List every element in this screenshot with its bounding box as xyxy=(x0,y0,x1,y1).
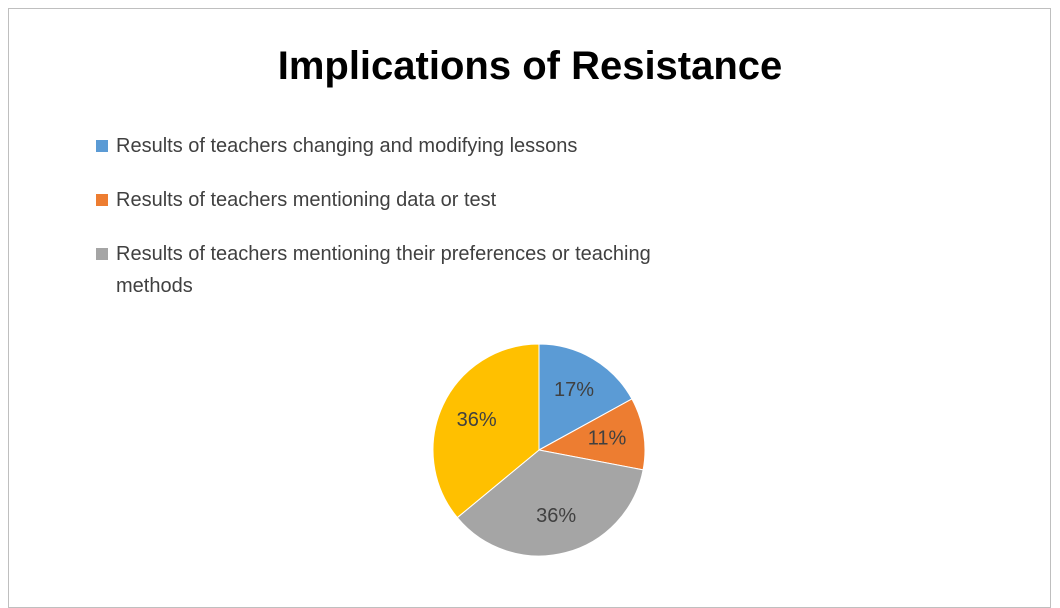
pie-slice xyxy=(538,343,633,451)
pie-slice xyxy=(456,449,644,557)
legend-swatch xyxy=(96,194,108,206)
data-label: 17% xyxy=(554,379,594,401)
legend-label: Results of teachers changing and modifyi… xyxy=(116,135,578,157)
legend-swatch xyxy=(96,248,108,260)
data-label: 11% xyxy=(588,428,627,450)
legend-swatch xyxy=(96,140,108,152)
chart-title: Implications of Resistance xyxy=(277,44,783,88)
data-label: 36% xyxy=(457,409,497,431)
data-label: 36% xyxy=(536,505,576,527)
legend-entry: Results of teachers changing and modifyi… xyxy=(96,130,686,162)
pie-slice xyxy=(432,343,540,519)
legend-entry: Results of teachers mentioning data or t… xyxy=(96,184,686,216)
pie-slice xyxy=(537,398,646,471)
legend-entry: Results of teachers mentioning their pre… xyxy=(96,238,686,302)
legend: Results of teachers changing and modifyi… xyxy=(96,130,686,324)
legend-label: Results of teachers mentioning data or t… xyxy=(116,189,497,211)
legend-label: Results of teachers mentioning their pre… xyxy=(116,243,651,297)
